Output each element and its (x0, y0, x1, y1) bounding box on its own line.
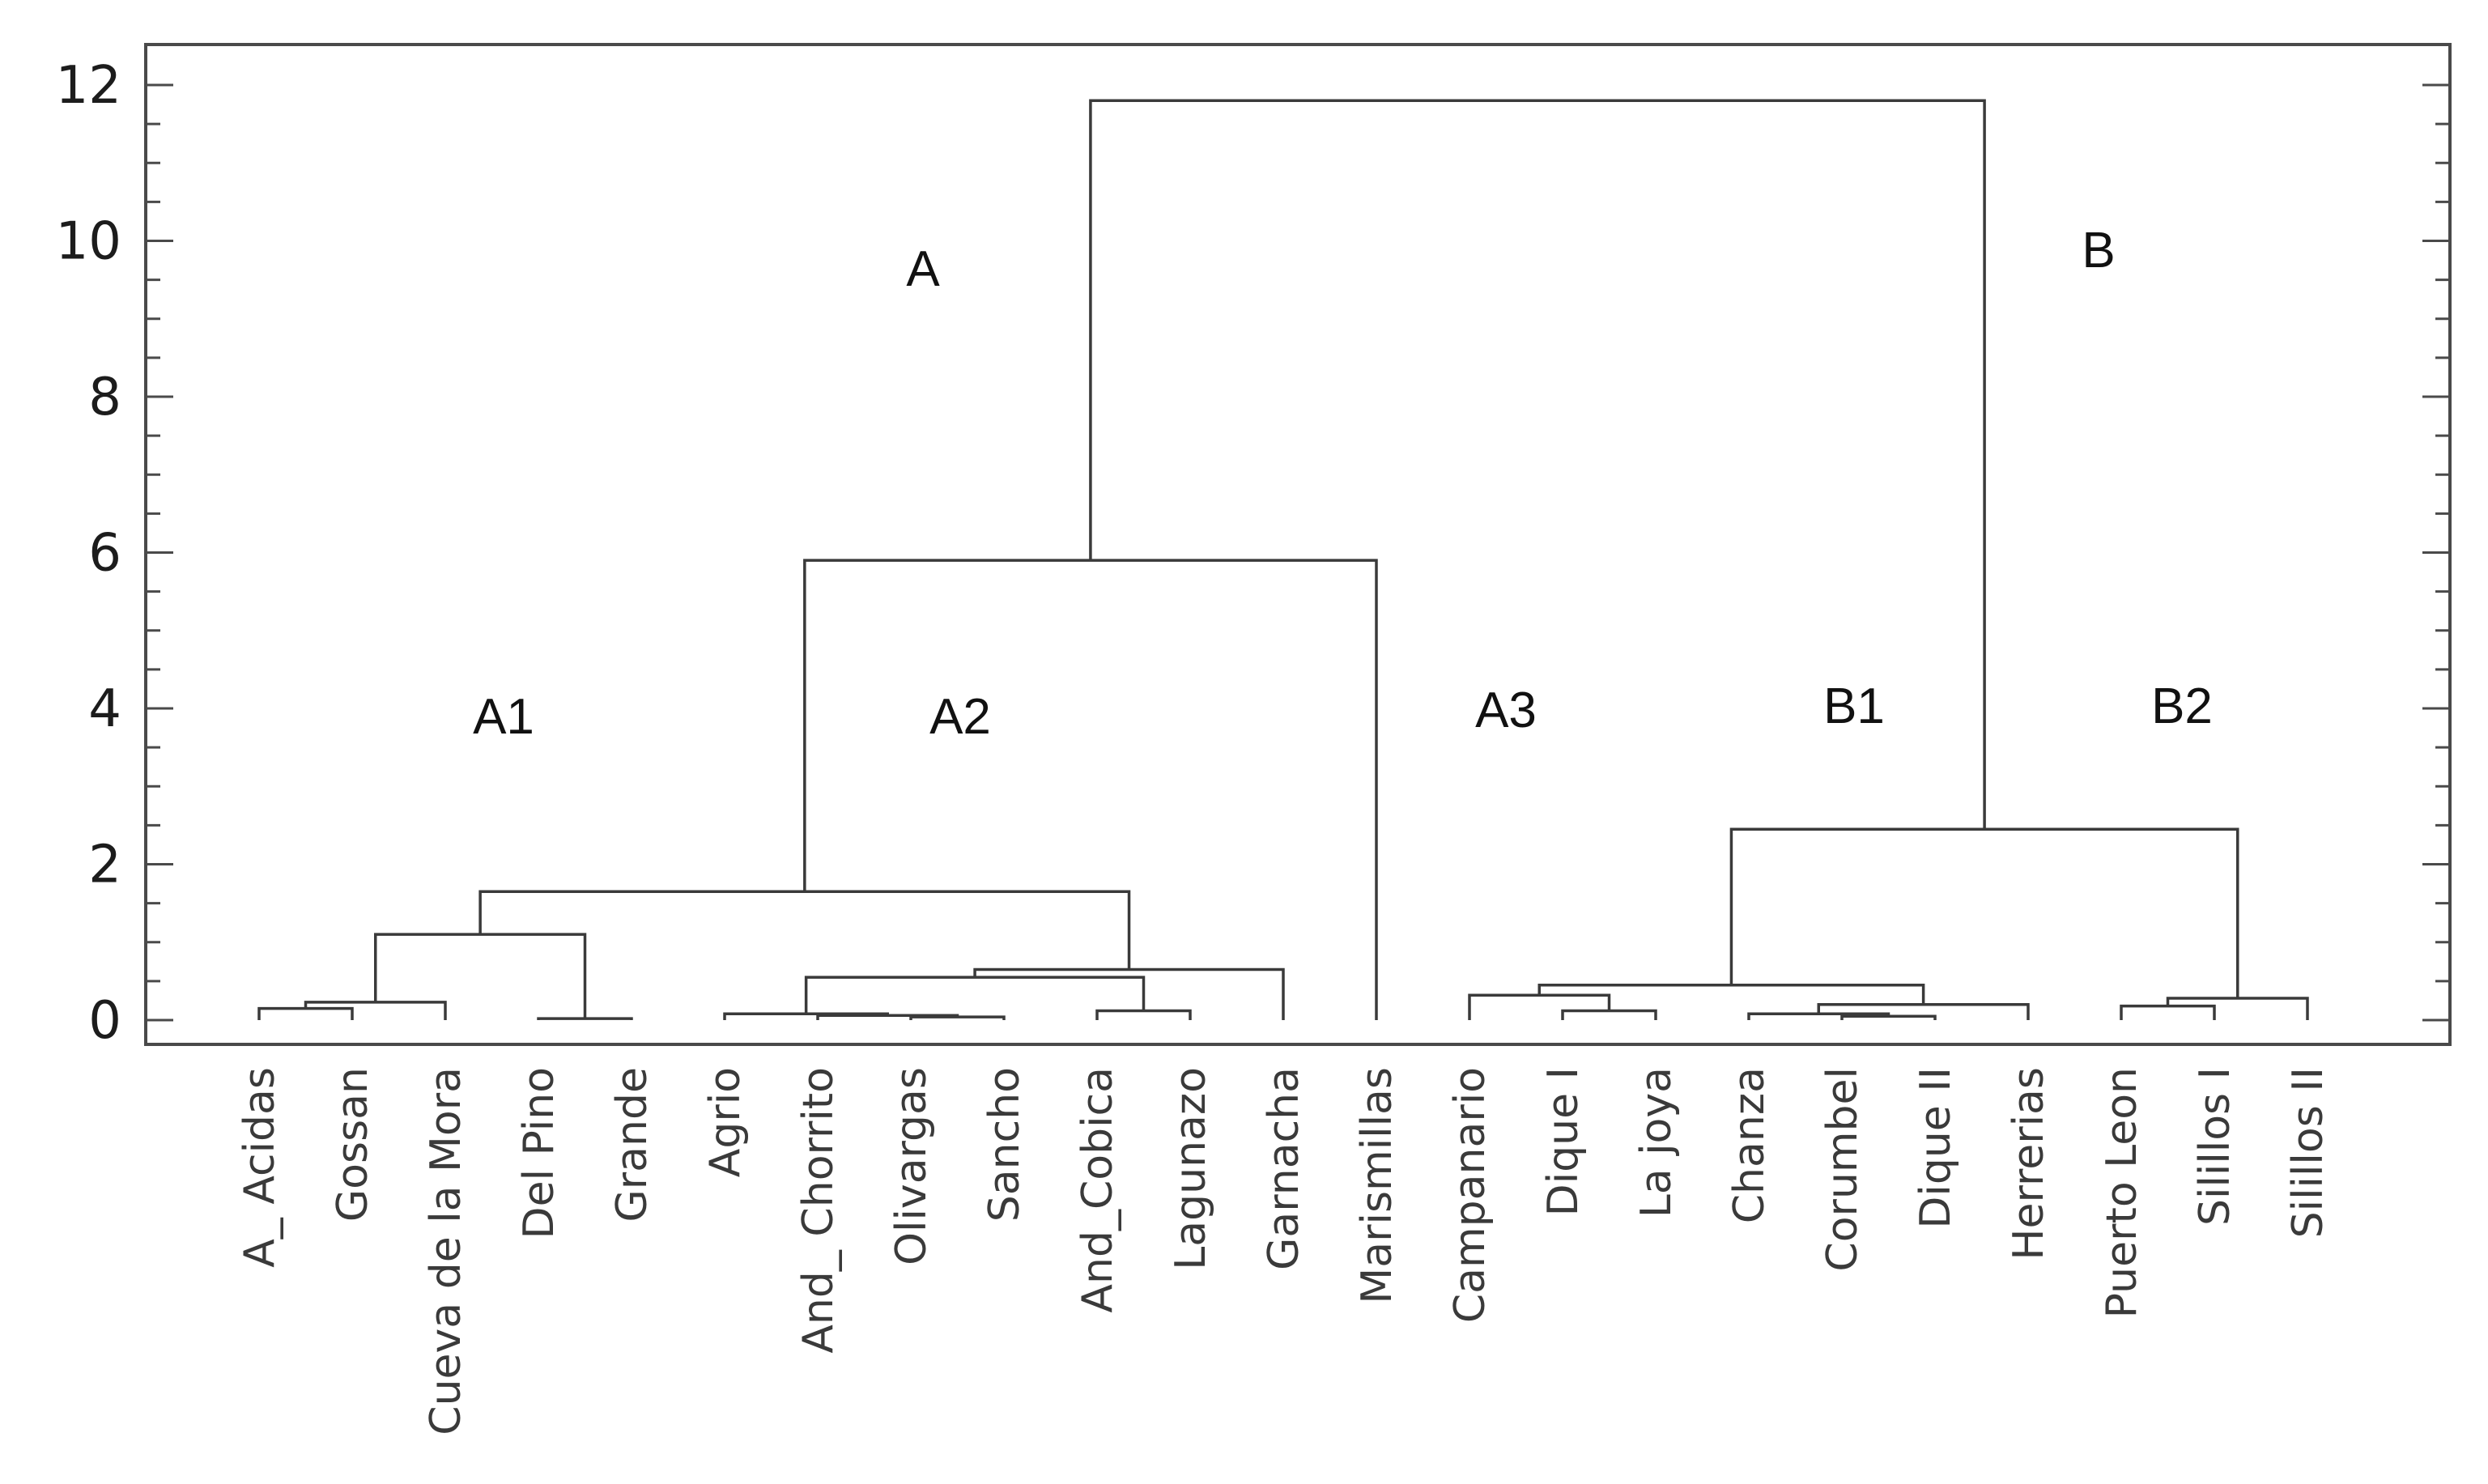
cluster-label-a2: A2 (929, 689, 991, 745)
leaf-label: Sancho (980, 1067, 1029, 1222)
cluster-label-b1: B1 (1823, 678, 1885, 734)
dendrogram-link (1729, 827, 2239, 999)
leaf-label: Gossan (329, 1067, 377, 1222)
leaf-label: Garnacha (1260, 1067, 1308, 1270)
leaf-label: Olivargas (887, 1067, 936, 1265)
dendrogram-link (1095, 1009, 1192, 1020)
leaf-label: Silillos I (2191, 1067, 2239, 1226)
cluster-label-b2: B2 (2151, 678, 2213, 734)
cluster-labels: A B A1 A2 A3 B1 B2 (473, 223, 2213, 745)
leaf-label: And_ Chorrito (794, 1067, 843, 1354)
leaf-label: Cueva de la Mora (422, 1067, 470, 1435)
dendrogram-link (478, 890, 1131, 970)
plot-frame (144, 43, 2452, 1046)
leaf-label: Grande (608, 1067, 657, 1222)
cluster-label-a1: A1 (473, 689, 534, 745)
dendrogram-link (1840, 1014, 1937, 1020)
dendrogram-link (803, 559, 1378, 1020)
leaf-label: Agrio (701, 1067, 750, 1177)
leaf-label: A_ Acidas (236, 1067, 284, 1268)
leaf-label: Marismillas (1353, 1067, 1401, 1304)
dendrogram-link (804, 976, 1146, 1014)
dendrogram-link (973, 967, 1285, 1020)
y-tick-label: 8 (88, 368, 121, 427)
dendrogram-link (909, 1015, 1006, 1020)
leaf-label: Silillos II (2284, 1067, 2333, 1238)
y-axis-tick-labels: 0 2 4 6 8 10 12 (56, 56, 121, 1051)
dendrogram-link (1561, 1009, 1657, 1020)
dendrogram-link (1089, 99, 1986, 830)
y-tick-label: 0 (88, 991, 121, 1051)
dendrogram-link (537, 1017, 633, 1020)
leaf-label: Puerto Leon (2098, 1067, 2146, 1318)
leaf-label: Campanario (1446, 1067, 1495, 1323)
axis-ticks (146, 83, 2450, 1022)
leaf-label: Dique II (1912, 1067, 1960, 1229)
dendrogram-link (723, 1012, 889, 1020)
leaf-label: Chanza (1725, 1067, 1774, 1223)
leaf-label: Corumbel (1818, 1067, 1867, 1272)
dendrogram-link (2166, 997, 2309, 1020)
cluster-label-a: A (906, 241, 940, 297)
cluster-label-b: B (2082, 223, 2115, 279)
leaf-label: And_Cobica (1074, 1067, 1122, 1313)
dendrogram-link (2120, 1004, 2216, 1020)
y-tick-label: 10 (56, 212, 121, 272)
dendrogram-link (1537, 983, 1925, 1005)
y-tick-label: 4 (88, 679, 121, 739)
leaf-label: Dique I (1539, 1067, 1588, 1216)
y-tick-label: 6 (88, 524, 121, 584)
dendrogram-link (1817, 1003, 2030, 1020)
cluster-label-a3: A3 (1475, 682, 1537, 738)
dendrogram-link (304, 1001, 447, 1020)
leaf-label: Lagunazo (1167, 1067, 1215, 1270)
dendrogram-links (257, 99, 2309, 1020)
y-tick-label: 12 (56, 56, 121, 116)
dendrogram-link (257, 1006, 354, 1020)
leaf-label: La joya (1632, 1067, 1681, 1218)
y-tick-label: 2 (88, 836, 121, 895)
dendrogram-link (374, 933, 587, 1019)
dendrogram-link (1468, 993, 1611, 1020)
leaf-label: Del Pino (515, 1067, 564, 1239)
leaf-labels: A_ Acidas Gossan Cueva de la Mora Del Pino G… (236, 1067, 2333, 1435)
leaf-label: Herrerias (2005, 1067, 2053, 1261)
